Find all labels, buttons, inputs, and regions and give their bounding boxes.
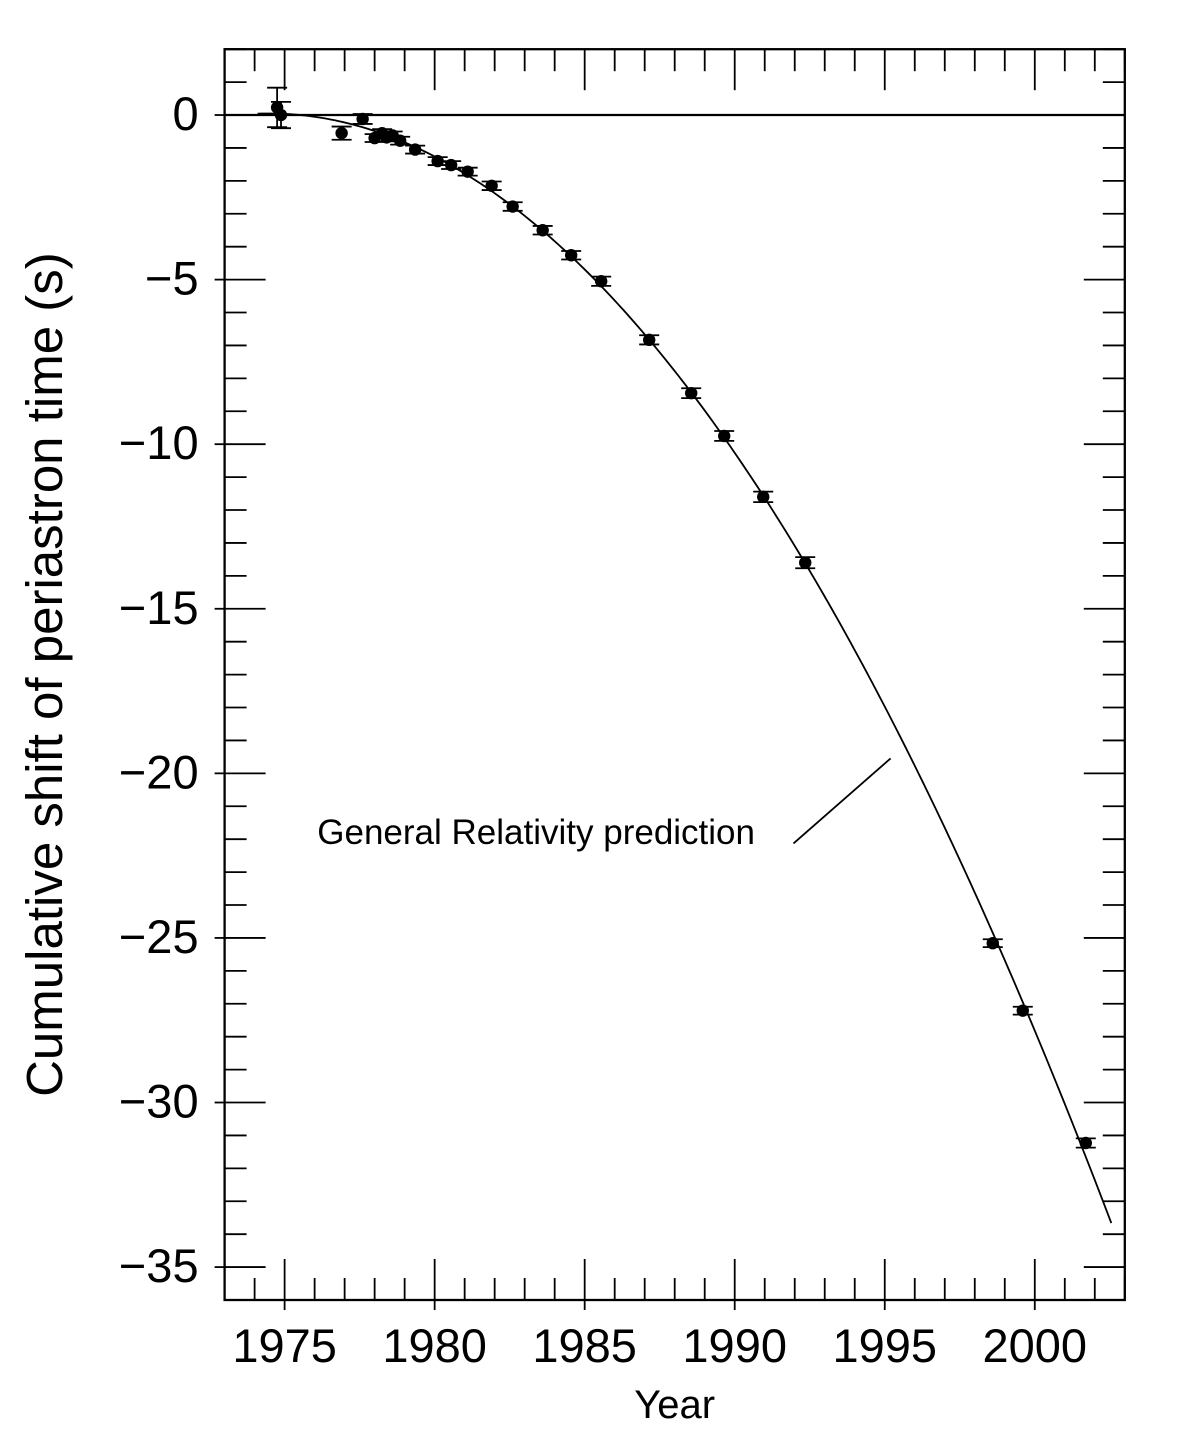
svg-text:1990: 1990	[682, 1319, 787, 1372]
svg-text:Year: Year	[634, 1383, 715, 1427]
svg-text:Cumulative shift of periastron: Cumulative shift of periastron time (s)	[16, 252, 73, 1097]
svg-text:−10: −10	[119, 416, 199, 469]
svg-text:General Relativity prediction: General Relativity prediction	[317, 813, 755, 852]
svg-text:1985: 1985	[532, 1319, 637, 1372]
svg-text:1980: 1980	[382, 1319, 487, 1372]
svg-text:2000: 2000	[982, 1319, 1087, 1372]
svg-text:−20: −20	[119, 745, 199, 798]
svg-text:−30: −30	[119, 1075, 199, 1128]
svg-text:1995: 1995	[832, 1319, 937, 1372]
svg-text:1975: 1975	[232, 1319, 337, 1372]
svg-text:0: 0	[172, 87, 198, 140]
svg-text:−15: −15	[119, 581, 199, 634]
svg-text:−25: −25	[119, 910, 199, 963]
svg-text:−5: −5	[145, 252, 199, 305]
svg-text:−35: −35	[119, 1239, 199, 1292]
